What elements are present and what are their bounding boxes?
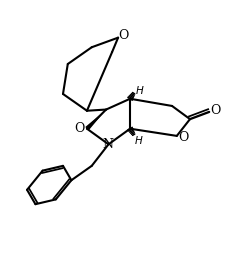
- Text: O: O: [178, 131, 189, 144]
- Polygon shape: [85, 109, 106, 130]
- Text: O: O: [211, 104, 221, 117]
- Text: H: H: [134, 136, 142, 146]
- Text: H: H: [136, 86, 144, 96]
- Text: N: N: [102, 138, 114, 151]
- Text: O: O: [118, 29, 128, 42]
- Text: O: O: [74, 122, 85, 135]
